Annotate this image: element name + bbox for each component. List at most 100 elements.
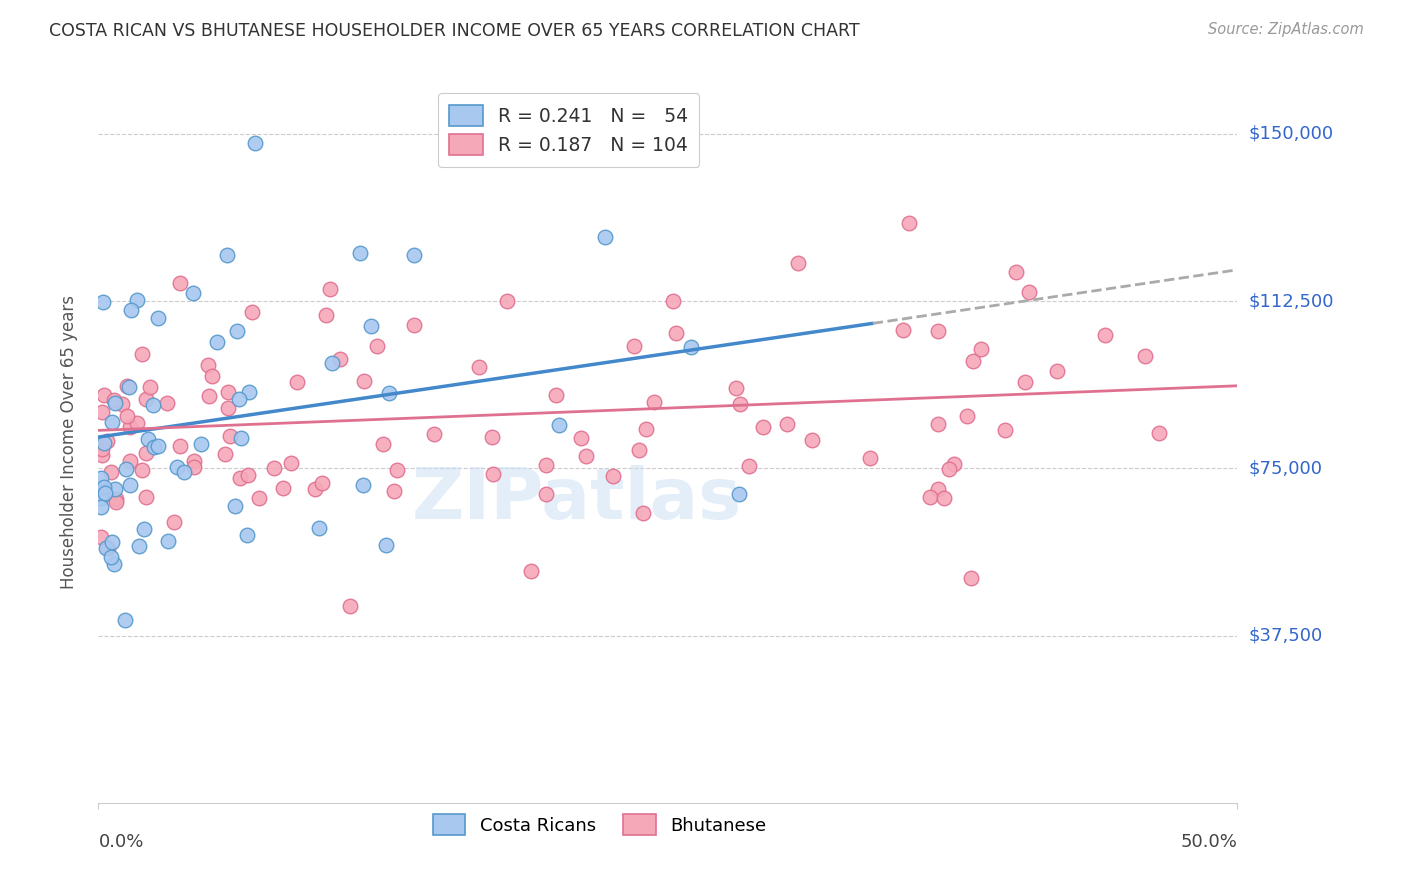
Point <box>304 483 326 497</box>
Point <box>131 347 153 361</box>
Point <box>104 492 127 507</box>
Point <box>859 450 882 465</box>
Point <box>927 483 949 497</box>
Point <box>120 303 142 318</box>
Point <box>970 343 993 357</box>
Point <box>217 401 239 415</box>
Point <box>495 293 517 308</box>
Point <box>117 380 139 394</box>
Point <box>224 500 246 514</box>
Point <box>352 477 374 491</box>
Point <box>142 398 165 412</box>
Point <box>94 486 117 500</box>
Point <box>519 564 541 578</box>
Point <box>938 462 960 476</box>
Point <box>214 447 236 461</box>
Point <box>93 388 115 402</box>
Point <box>183 459 205 474</box>
Point <box>1004 265 1026 279</box>
Point <box>752 419 775 434</box>
Point <box>934 491 956 505</box>
Point <box>135 490 157 504</box>
Point <box>378 386 401 401</box>
Point <box>891 323 914 337</box>
Point <box>114 461 136 475</box>
Point <box>897 216 920 230</box>
Point <box>628 443 651 458</box>
Text: 0.0%: 0.0% <box>98 833 143 851</box>
Point <box>285 376 308 390</box>
Point <box>956 409 979 423</box>
Point <box>115 379 138 393</box>
Point <box>90 448 112 462</box>
Point <box>120 454 142 468</box>
Point <box>135 392 157 406</box>
Text: COSTA RICAN VS BHUTANESE HOUSEHOLDER INCOME OVER 65 YEARS CORRELATION CHART: COSTA RICAN VS BHUTANESE HOUSEHOLDER INC… <box>49 22 860 40</box>
Point <box>162 515 184 529</box>
Point <box>546 388 568 402</box>
Point <box>217 248 239 262</box>
Point <box>329 351 352 366</box>
Point <box>104 482 127 496</box>
Point <box>142 440 165 454</box>
Point <box>183 454 205 468</box>
Point <box>225 324 247 338</box>
Point <box>728 397 751 411</box>
Point <box>263 461 285 475</box>
Point <box>228 392 250 406</box>
Point <box>374 538 396 552</box>
Text: $112,500: $112,500 <box>1249 292 1334 310</box>
Point <box>229 431 252 445</box>
Point <box>927 324 949 338</box>
Point <box>100 465 122 479</box>
Point <box>962 354 984 368</box>
Point <box>481 467 503 482</box>
Point <box>111 397 134 411</box>
Point <box>665 326 688 340</box>
Point <box>402 248 425 262</box>
Point <box>90 500 112 514</box>
Legend: Costa Ricans, Bhutanese: Costa Ricans, Bhutanese <box>423 805 775 845</box>
Point <box>602 468 624 483</box>
Y-axis label: Householder Income Over 65 years: Householder Income Over 65 years <box>59 294 77 589</box>
Point <box>132 522 155 536</box>
Point <box>679 340 702 354</box>
Point <box>311 475 333 490</box>
Point <box>125 293 148 308</box>
Point <box>205 334 228 349</box>
Point <box>280 456 302 470</box>
Point <box>319 282 342 296</box>
Point <box>634 422 657 436</box>
Point <box>101 534 124 549</box>
Text: $150,000: $150,000 <box>1249 125 1333 143</box>
Point <box>662 294 685 309</box>
Point <box>481 430 503 444</box>
Point <box>103 557 125 571</box>
Point <box>321 355 343 369</box>
Point <box>593 230 616 244</box>
Point <box>136 432 159 446</box>
Point <box>569 431 592 445</box>
Point <box>90 530 112 544</box>
Point <box>1014 375 1036 389</box>
Point <box>135 445 157 459</box>
Point <box>918 490 941 504</box>
Text: $75,000: $75,000 <box>1249 459 1323 477</box>
Point <box>181 285 204 300</box>
Point <box>127 417 149 431</box>
Point <box>169 439 191 453</box>
Point <box>91 442 114 456</box>
Point <box>402 318 425 332</box>
Point <box>166 459 188 474</box>
Text: 50.0%: 50.0% <box>1181 833 1237 851</box>
Point <box>201 368 224 383</box>
Point <box>197 358 219 372</box>
Point <box>243 136 266 150</box>
Point <box>423 427 446 442</box>
Point <box>787 255 810 269</box>
Point <box>169 276 191 290</box>
Point <box>238 384 260 399</box>
Point <box>373 436 395 450</box>
Point <box>801 433 824 447</box>
Point <box>247 491 270 505</box>
